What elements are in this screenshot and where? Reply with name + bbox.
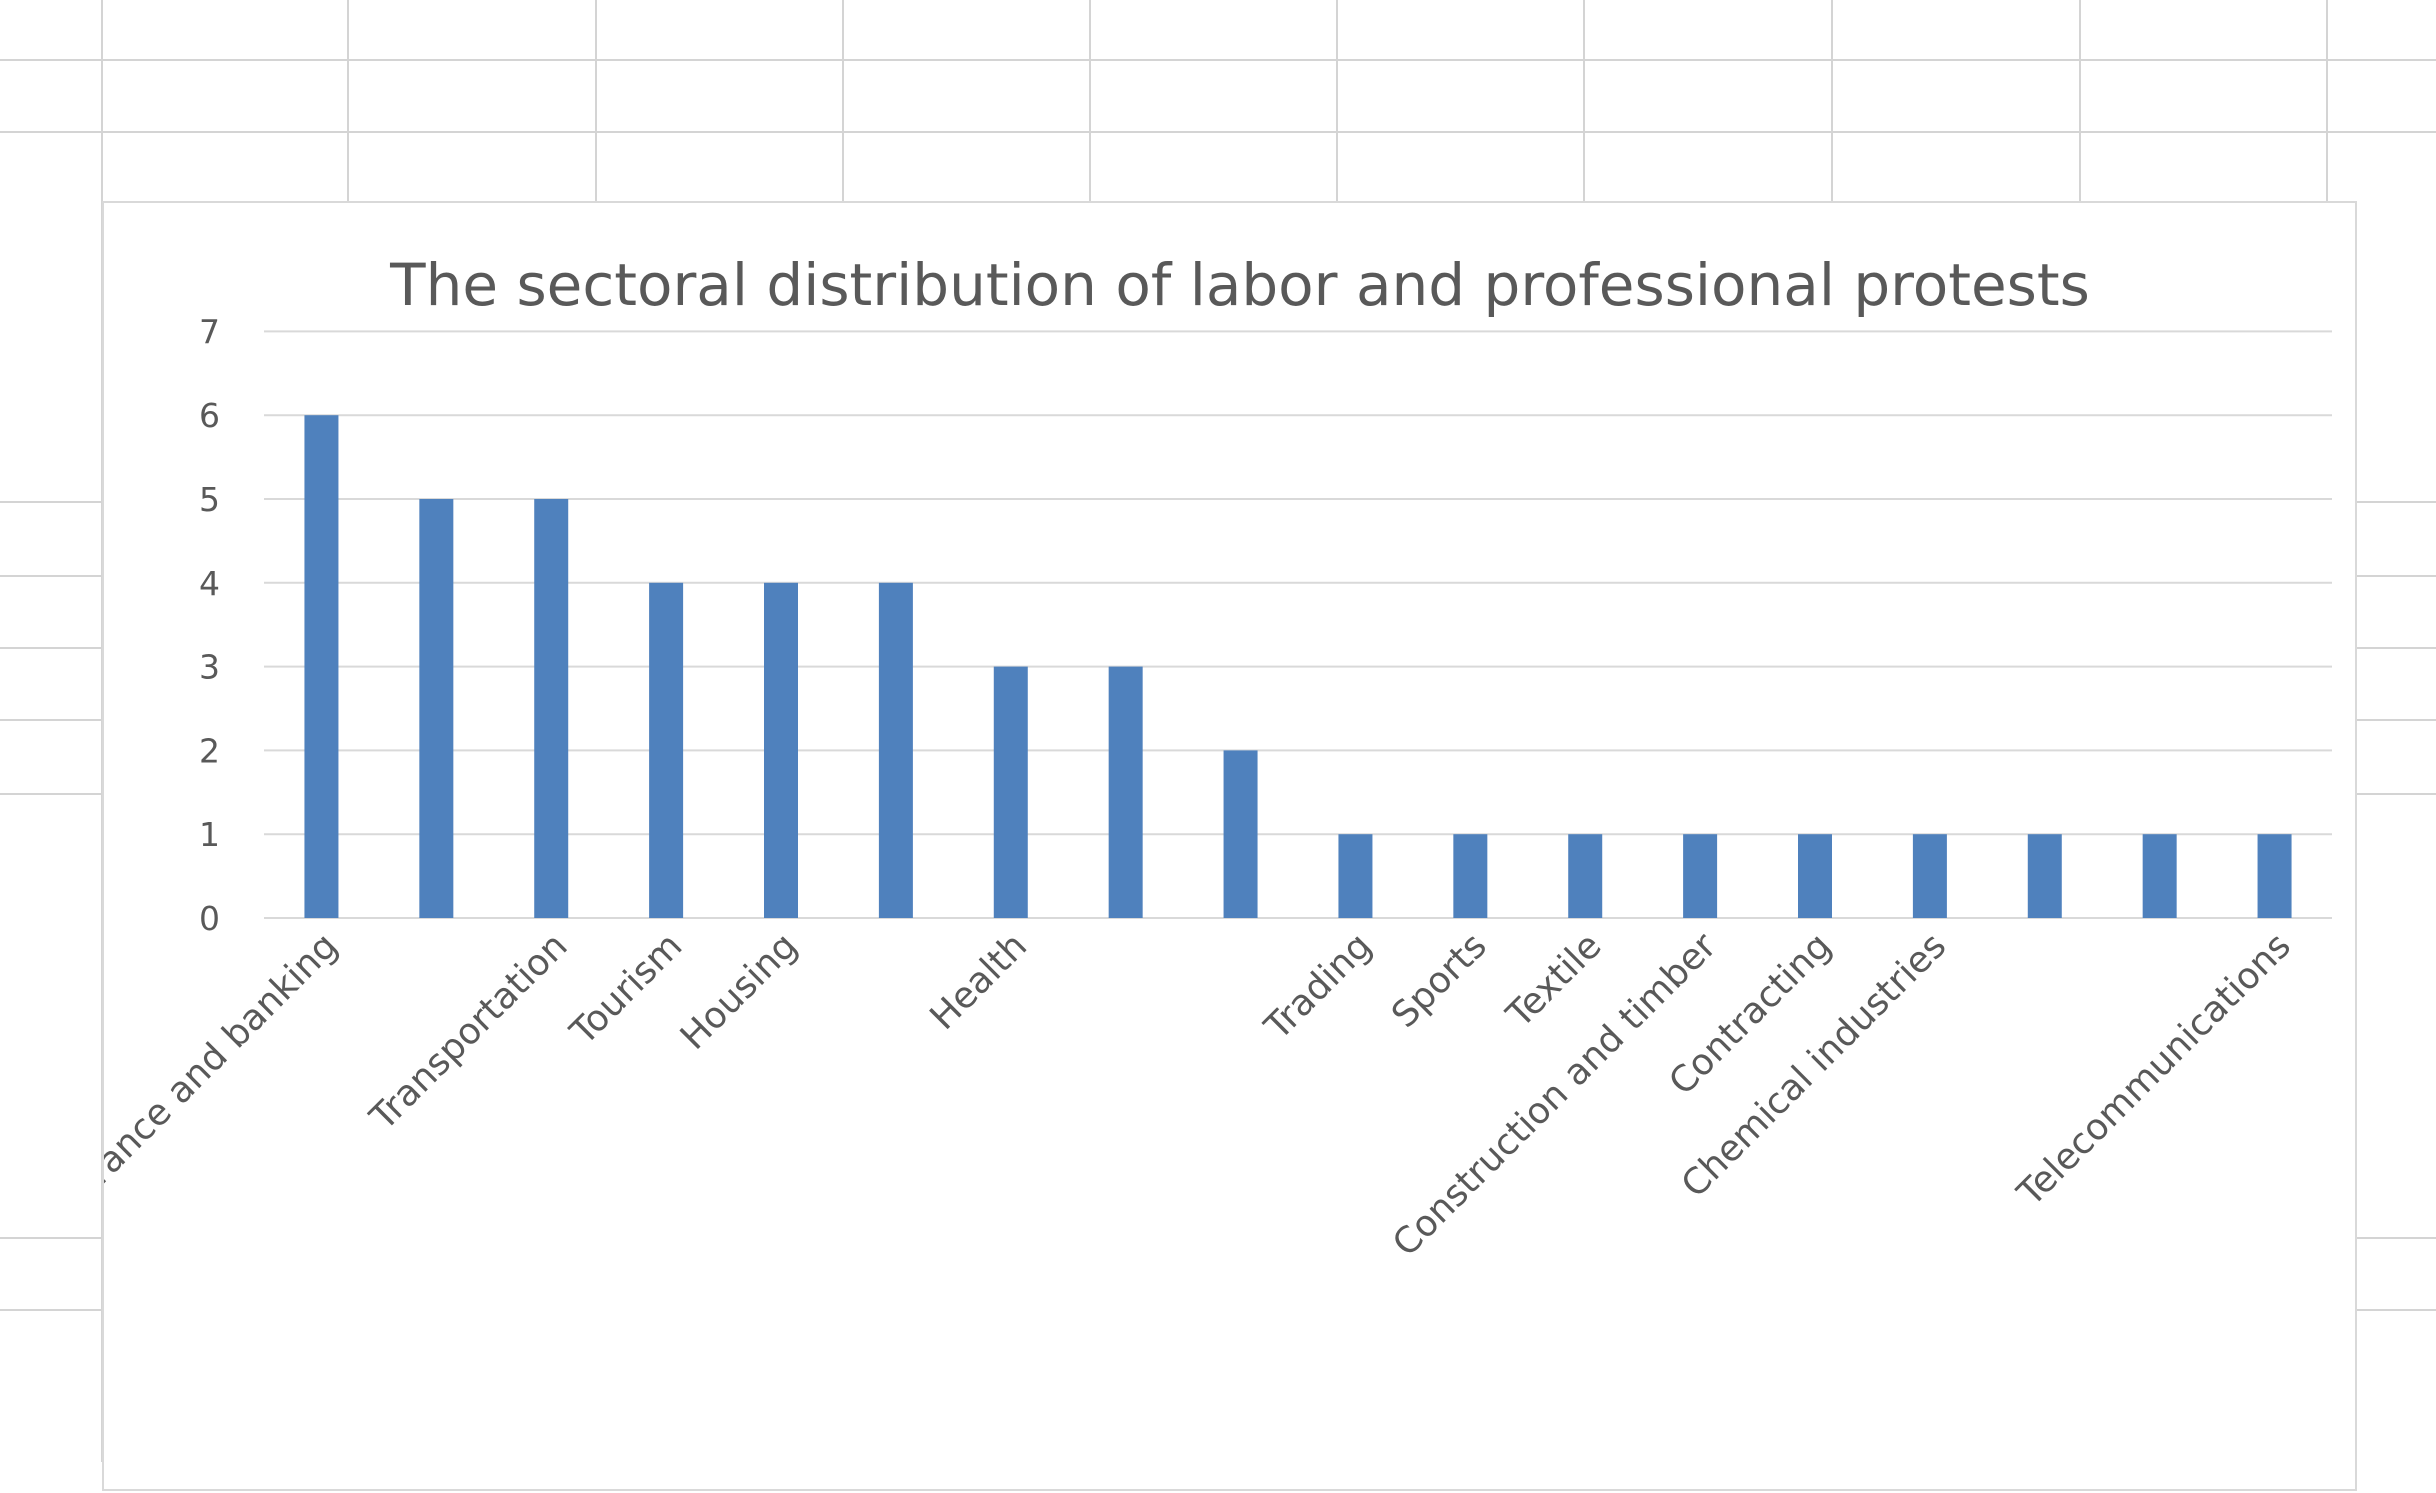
chart-title: The sectoral distribution of labor and p…: [389, 251, 2090, 319]
x-category-label: Textile: [1499, 925, 1610, 1036]
bar: [1453, 834, 1488, 918]
x-category-label: Telecommunications: [2009, 925, 2298, 1214]
bar: [764, 582, 798, 918]
bar: [1568, 834, 1603, 918]
x-category-label: Health: [923, 925, 1036, 1038]
bar: [2027, 834, 2062, 918]
y-tick-label: 5: [199, 480, 220, 519]
x-axis-category-labels: Insurance and banking TransportationTouri…: [104, 925, 2299, 1264]
x-category-label: Trading: [1257, 925, 1380, 1048]
x-category-label: Sports: [1384, 925, 1495, 1036]
bar: [1683, 834, 1718, 918]
y-tick-label: 6: [199, 396, 220, 435]
x-category-label: Insurance and banking: [104, 925, 346, 1245]
y-tick-label: 7: [199, 312, 220, 351]
y-tick-label: 4: [199, 564, 220, 603]
bar: [993, 666, 1028, 918]
bar: [878, 582, 913, 918]
y-axis-tick-labels: 0 1 2 3 4 5 6 7: [199, 312, 220, 938]
chart-container[interactable]: The sectoral distribution of labor and p…: [102, 201, 2357, 1491]
bar: [1798, 834, 1832, 918]
x-category-label: Tourism: [562, 925, 690, 1053]
x-category-label: Housing: [673, 925, 805, 1057]
bar: [649, 582, 684, 918]
bar: [419, 499, 454, 918]
bar: [2257, 834, 2292, 918]
y-tick-label: 3: [199, 648, 220, 687]
gridlines: [264, 330, 2332, 919]
bar: [304, 415, 339, 918]
y-tick-label: 1: [199, 815, 220, 854]
bar: [1108, 666, 1143, 918]
bar: [1338, 834, 1373, 918]
bars: [304, 415, 2292, 918]
y-tick-label: 0: [199, 899, 220, 938]
x-category-label: Transportation: [362, 925, 576, 1139]
bar-chart: The sectoral distribution of labor and p…: [104, 251, 2332, 1265]
bar: [1223, 750, 1258, 918]
bar: [2142, 834, 2177, 918]
y-tick-label: 2: [199, 731, 220, 770]
bar: [1912, 834, 1947, 918]
bar: [534, 499, 569, 918]
